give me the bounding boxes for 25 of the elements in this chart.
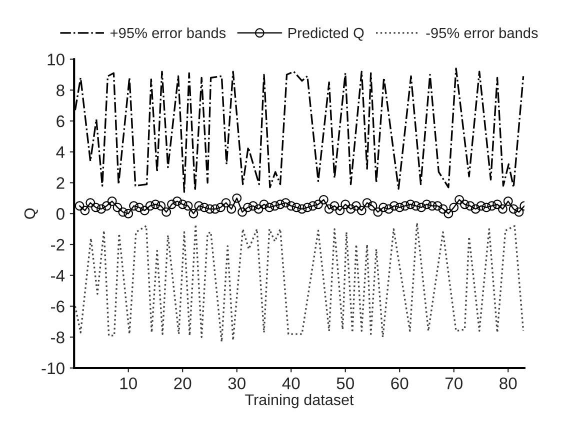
y-tick-label: 10 xyxy=(48,54,64,66)
y-tick-label: -8 xyxy=(50,332,64,344)
y-tick-label: -6 xyxy=(50,300,64,312)
y-tick-label: 2 xyxy=(56,177,64,189)
x-tick-label: 80 xyxy=(500,377,517,390)
x-tick-label: 70 xyxy=(445,377,462,390)
x-axis-title: Training dataset xyxy=(245,394,354,408)
y-tick-label: -4 xyxy=(50,270,65,282)
x-tick-label: 10 xyxy=(120,377,137,390)
x-tick-label: 60 xyxy=(391,377,408,390)
legend-label: +95% error bands xyxy=(110,27,226,38)
y-tick-label: -2 xyxy=(50,238,64,251)
x-tick-label: 40 xyxy=(282,377,300,390)
y-tick-label: 0 xyxy=(56,208,64,220)
x-tick-label: 20 xyxy=(174,377,192,390)
x-tick-label: 30 xyxy=(228,377,246,390)
line-series xyxy=(74,222,524,343)
y-tick-label: 4 xyxy=(56,146,65,158)
legend-label: Predicted Q xyxy=(288,27,364,41)
legend-label: -95% error bands xyxy=(426,27,538,38)
y-tick-label: 6 xyxy=(56,115,64,128)
y-axis-title: Q xyxy=(24,208,38,219)
x-tick-label: 50 xyxy=(336,377,354,390)
y-tick-label: 8 xyxy=(56,84,64,96)
y-tick-label: -10 xyxy=(42,362,64,374)
